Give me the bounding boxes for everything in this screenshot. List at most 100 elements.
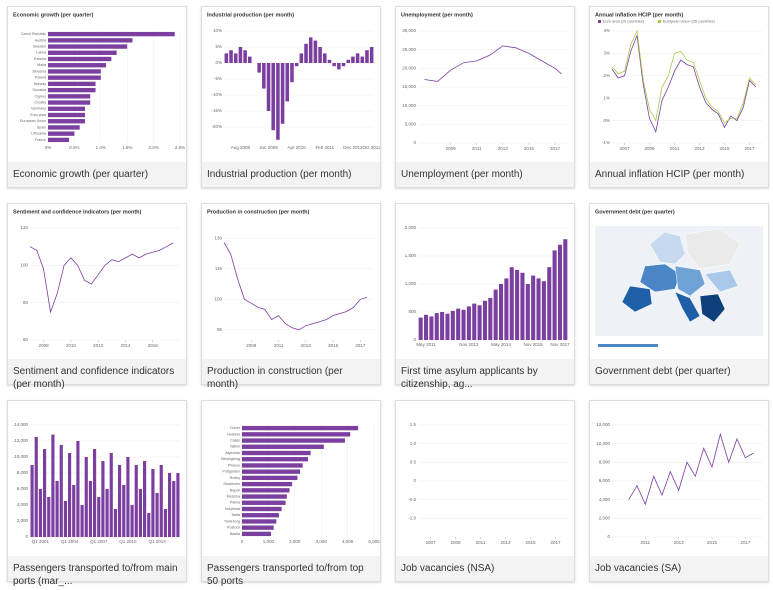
y-tick-label: Trelleborg xyxy=(224,519,240,523)
bar xyxy=(536,278,541,340)
y-tick-label: Latvia xyxy=(36,51,46,55)
bar xyxy=(552,250,557,340)
bar xyxy=(294,63,299,67)
bar xyxy=(101,461,105,537)
bar xyxy=(155,493,159,537)
bar xyxy=(327,59,332,63)
bar xyxy=(355,53,360,63)
y-tick-label: Estonia xyxy=(34,57,46,61)
x-tick-label: 0 xyxy=(241,539,244,544)
bar xyxy=(461,309,466,340)
chart-card[interactable]: 0 500 1,000 1,500 2,000 May 2011 Nov 2012 May 2… xyxy=(395,203,575,390)
x-tick-label: 5,000 xyxy=(368,539,380,544)
y-tick-label: 12,000 xyxy=(596,422,610,427)
x-tick-label: 2013 xyxy=(301,343,312,348)
x-tick-label: 2016 xyxy=(148,343,159,348)
chart-card[interactable]: 0 2,000 4,000 6,000 8,000 10,000 12,000 2011 201… xyxy=(589,400,769,582)
x-tick-label: 2011 xyxy=(472,146,482,151)
y-tick-label: 130 xyxy=(214,235,222,240)
bar xyxy=(51,434,55,537)
x-tick-label: 2015 xyxy=(328,343,339,348)
chart-card[interactable]: 0 1,000 2,000 3,000 4,000 5,000 Dover Helsinki C… xyxy=(201,400,381,587)
x-tick-label: Apr 2010 xyxy=(288,145,307,150)
bar xyxy=(365,50,369,63)
thumbnail: Industrial production (per month) -20% -15… xyxy=(207,12,380,150)
x-tick-label: 2011 xyxy=(476,540,486,545)
x-tick-label: May 2014 xyxy=(491,342,511,347)
x-tick-label: 2013 xyxy=(674,540,685,545)
y-tick-label: Helsingborg xyxy=(221,457,240,461)
bar xyxy=(266,63,271,111)
bar xyxy=(224,53,229,63)
bar xyxy=(48,38,133,43)
chart-card[interactable]: -1.0 -0.5 0 0.5 1.0 1.5 2007 2009 2011 2013 2015 20… xyxy=(395,400,575,582)
chart-card[interactable]: Production in construction (per month) 85… xyxy=(201,203,381,390)
caption: Economic growth (per quarter) xyxy=(8,162,186,187)
caption: Annual inflation HCIP (per month) xyxy=(590,162,768,187)
x-tick-label: 2013 xyxy=(500,540,511,545)
y-tick-label: 85 xyxy=(217,327,223,332)
x-tick-label: 0% xyxy=(45,145,52,150)
bar xyxy=(547,267,552,340)
y-tick-label: 0 xyxy=(413,337,416,342)
x-tick-label: 2007 xyxy=(425,540,436,545)
x-tick-label: 2.5% xyxy=(175,145,185,150)
x-tick-label: Dec 2012 xyxy=(343,145,363,150)
x-tick-label: 1.0% xyxy=(96,145,106,150)
chart-card[interactable]: Economic growth (per quarter) 0% 0.5% 1.0% 1… xyxy=(7,6,187,188)
bar xyxy=(242,450,311,456)
y-tick-label: Lithuania xyxy=(31,132,46,136)
y-tick-label: Rostock xyxy=(227,526,240,530)
chart-card[interactable]: Unemployment (per month) 0 5,000 10,000 15,0… xyxy=(395,6,575,188)
bar xyxy=(242,438,345,443)
x-tick-label: 2017 xyxy=(744,146,755,151)
bar xyxy=(122,485,126,537)
x-tick-label: Q1 2004 xyxy=(61,539,79,544)
x-tick-label: 1.5% xyxy=(122,145,132,150)
thumbnail: 0 2,000 4,000 6,000 8,000 10,000 12,000 14,000 Q… xyxy=(14,422,180,544)
y-tick-label: 500 xyxy=(408,309,416,314)
bar xyxy=(493,289,498,340)
chart-card[interactable]: Annual inflation HCIP (per month) -1% 0% 1%… xyxy=(589,6,769,188)
bar xyxy=(360,56,365,63)
y-tick-label: 0 xyxy=(607,534,610,539)
y-tick-label: -1.0 xyxy=(408,516,416,521)
x-tick-label: 2008 xyxy=(39,343,50,348)
x-tick-label: 2012 xyxy=(93,343,104,348)
chart-card[interactable]: Sentiment and confidence indicators (per… xyxy=(7,203,187,390)
bar xyxy=(48,119,85,124)
bar xyxy=(48,106,85,111)
y-tick-label: Messina xyxy=(227,495,240,499)
x-tick-label: Q1 2013 xyxy=(148,539,166,544)
chart-card[interactable]: 0 2,000 4,000 6,000 8,000 10,000 12,000 14,000 Q… xyxy=(7,400,187,587)
bar xyxy=(369,47,374,63)
country xyxy=(639,263,681,293)
bar xyxy=(48,75,101,80)
bar xyxy=(257,63,261,73)
bar xyxy=(440,312,445,340)
x-tick-label: Q1 2001 xyxy=(32,539,50,544)
country xyxy=(621,285,653,313)
thumbnail: -1.0 -0.5 0 0.5 1.0 1.5 2007 2009 2011 2013 2015 20… xyxy=(408,422,568,545)
bar xyxy=(238,47,243,63)
bar xyxy=(418,317,423,340)
chart-card[interactable]: Government debt (per quarter) Government … xyxy=(589,203,769,385)
y-tick-label: -1% xyxy=(602,140,610,145)
caption: Sentiment and confidence indicators (per… xyxy=(8,359,186,390)
x-tick-label: 2015 xyxy=(719,146,730,151)
y-tick-label: 5% xyxy=(215,44,222,49)
bar xyxy=(242,469,301,474)
bar xyxy=(466,306,471,340)
bar xyxy=(509,267,514,340)
bar xyxy=(233,53,238,63)
chart-card[interactable]: Industrial production (per month) -20% -15… xyxy=(201,6,381,188)
bar xyxy=(48,112,85,118)
bar xyxy=(76,441,80,537)
y-tick-label: Calais xyxy=(230,439,240,443)
bar xyxy=(55,481,59,537)
legend-label: Euro area (19 countries) xyxy=(603,20,645,24)
bar xyxy=(346,59,350,63)
bar xyxy=(126,457,130,537)
y-tick-label: Slovakia xyxy=(32,88,46,92)
y-tick-label: Cyprus xyxy=(35,94,47,98)
